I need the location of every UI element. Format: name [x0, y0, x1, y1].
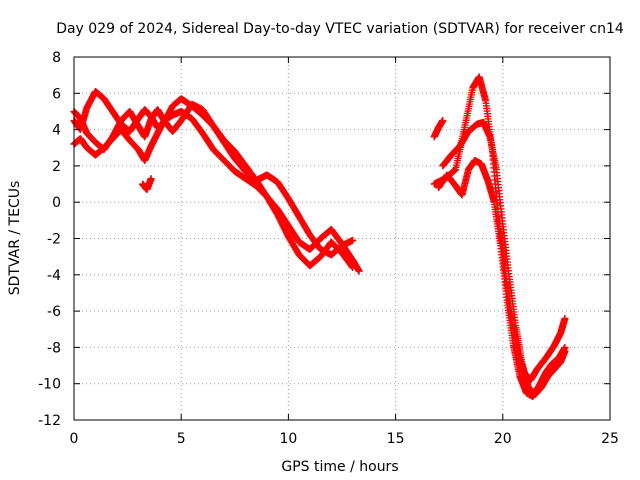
y-tick-label: 8 — [52, 50, 61, 66]
x-tick-label: 15 — [387, 431, 405, 447]
y-tick-label: -8 — [47, 340, 61, 356]
data-point-marker — [147, 175, 155, 183]
x-tick-label: 5 — [177, 431, 186, 447]
y-tick-label: -4 — [47, 268, 61, 284]
chart-title: Day 029 of 2024, Sidereal Day-to-day VTE… — [56, 21, 624, 37]
y-tick-label: 6 — [52, 86, 61, 102]
y-tick-label: -12 — [38, 413, 61, 429]
x-axis-ticks: 0 5 10 15 20 25 — [70, 57, 619, 447]
x-tick-label: 20 — [494, 431, 512, 447]
data-points — [70, 73, 569, 400]
y-tick-label: 2 — [52, 159, 61, 175]
data-point-marker — [349, 264, 357, 272]
data-point-marker — [439, 117, 447, 125]
y-axis-ticks: -12 -10 -8 -6 -4 -2 0 2 4 6 8 — [38, 50, 610, 429]
x-tick-label: 0 — [70, 431, 79, 447]
x-axis-label: GPS time / hours — [281, 459, 398, 475]
x-tick-label: 10 — [279, 431, 297, 447]
y-tick-label: 4 — [52, 123, 61, 139]
y-tick-label: -6 — [47, 304, 61, 320]
data-point-marker — [561, 314, 569, 322]
data-point-marker — [561, 347, 569, 355]
y-tick-label: 0 — [52, 195, 61, 211]
plot-grid — [74, 57, 610, 420]
data-point-marker — [355, 267, 363, 275]
y-tick-label: -2 — [47, 232, 61, 248]
x-tick-label: 25 — [601, 431, 619, 447]
y-axis-label: SDTVAR / TECUs — [7, 181, 23, 296]
y-tick-label: -10 — [38, 377, 61, 393]
data-point-marker — [349, 236, 357, 244]
